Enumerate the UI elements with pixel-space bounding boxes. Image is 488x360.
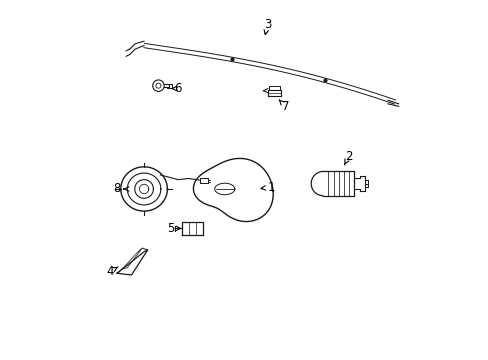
Text: 4: 4 <box>106 265 114 278</box>
Text: 2: 2 <box>344 150 351 163</box>
Text: 8: 8 <box>113 183 121 195</box>
Text: 3: 3 <box>264 18 271 31</box>
Text: 7: 7 <box>282 100 289 113</box>
Text: 6: 6 <box>174 82 182 95</box>
Text: 5: 5 <box>167 222 174 235</box>
Text: 1: 1 <box>267 181 275 194</box>
